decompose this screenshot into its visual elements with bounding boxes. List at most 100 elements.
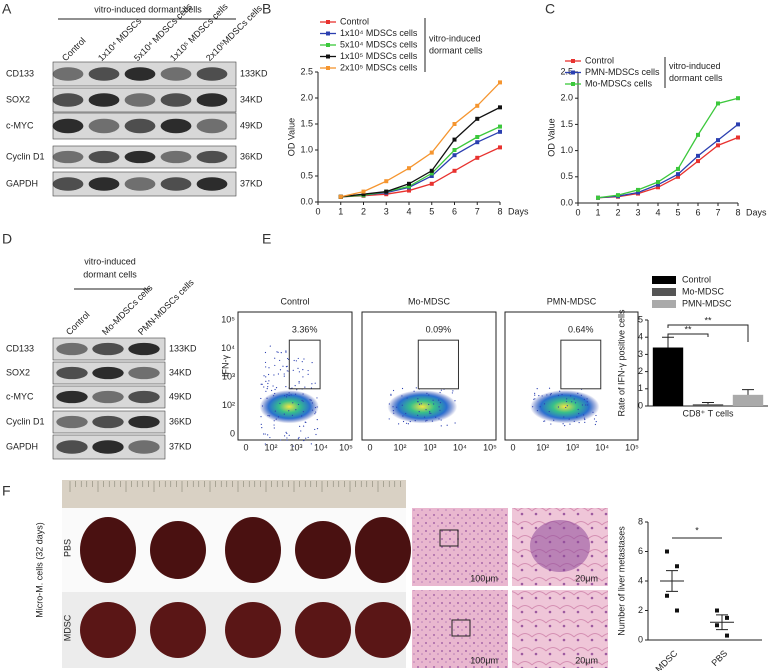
series-marker (452, 148, 457, 152)
flow-event (566, 398, 568, 400)
flow-event (415, 387, 417, 389)
flow-event (314, 413, 316, 415)
y-tick-label: 1 (638, 383, 643, 393)
flow-event (266, 397, 268, 399)
flow-event (398, 423, 400, 425)
flow-event (272, 385, 274, 387)
y-tick-label: 2 (638, 366, 643, 376)
flow-event (584, 418, 586, 421)
series-marker (676, 166, 680, 171)
flow-event (316, 419, 318, 421)
series-marker (616, 193, 620, 198)
series-marker (361, 189, 366, 194)
flow-event (314, 406, 317, 409)
flow-event (314, 382, 316, 384)
flow-event (543, 403, 546, 405)
flow-event (307, 436, 309, 439)
flow-event (301, 415, 303, 417)
flow-title: PMN-MDSC (547, 296, 597, 306)
series-marker (475, 116, 480, 121)
flow-event (593, 418, 596, 420)
flow-event (275, 387, 278, 389)
flow-event (549, 394, 552, 396)
flow-event (543, 420, 545, 422)
row-label: c-MYC (6, 391, 34, 401)
flow-tick: 10² (264, 442, 277, 452)
flow-event (315, 433, 317, 436)
x-tick-label: 6 (695, 207, 700, 217)
lane-label: Control (64, 310, 92, 338)
legend-label: Mo-MDSC (682, 286, 724, 296)
legend-marker (326, 66, 330, 70)
legend-marker (326, 20, 330, 24)
flow-event (595, 414, 597, 417)
flow-event (311, 409, 314, 411)
flow-event (595, 420, 597, 423)
liver (150, 602, 206, 658)
flow-event (388, 418, 390, 420)
y-tick-label: 5 (638, 314, 643, 324)
flow-event (288, 434, 290, 436)
row-label: SOX2 (6, 367, 30, 377)
series-marker (429, 150, 434, 155)
series-marker (338, 194, 343, 199)
flow-event (396, 406, 398, 408)
blot-band (92, 415, 124, 429)
flow-tick: 10² (536, 442, 549, 452)
flow-event (420, 403, 422, 405)
flow-event (283, 435, 286, 437)
series-marker (407, 166, 411, 171)
flow-title: Control (280, 296, 309, 306)
blot-band (88, 118, 120, 134)
flow-event (316, 406, 318, 408)
y-tick-label: 2.0 (560, 93, 573, 103)
flow-event (548, 410, 550, 413)
flow-event (303, 358, 305, 360)
flow-event (316, 428, 319, 430)
panel-label: F (2, 483, 11, 499)
series-marker (429, 181, 434, 186)
point (665, 593, 669, 598)
flow-event (541, 395, 543, 397)
flow-event (577, 392, 579, 394)
series-line (340, 106, 501, 198)
flow-tick: 10² (222, 400, 235, 410)
row-label: Cyclin D1 (6, 416, 45, 426)
flow-event (310, 399, 312, 401)
flow-event (587, 404, 589, 406)
flow-event (265, 380, 267, 382)
flow-event (592, 411, 594, 413)
flow-event (566, 405, 568, 407)
flow-tick: 10⁵ (625, 442, 639, 452)
flow-event (405, 422, 408, 424)
size-label: 36KD (240, 151, 263, 161)
flow-event (425, 409, 427, 411)
liver (80, 517, 136, 583)
flow-event (428, 412, 431, 414)
flow-event (297, 403, 300, 406)
series-marker (498, 105, 502, 110)
flow-event (299, 425, 301, 428)
flow-event (426, 419, 428, 422)
series-marker (384, 189, 389, 194)
series-marker (429, 174, 434, 178)
flow-event (417, 398, 419, 400)
x-tick-label: 5 (675, 207, 680, 217)
blot-band (124, 177, 156, 191)
flow-event (283, 395, 286, 397)
flow-tick: 10² (393, 442, 406, 452)
flow-event (418, 411, 420, 413)
series-marker (475, 103, 480, 108)
flow-event (285, 431, 287, 433)
flow-event (264, 351, 267, 354)
flow-event (298, 382, 300, 384)
flow-event (294, 385, 296, 387)
flow-event (565, 406, 567, 409)
flow-event (565, 400, 568, 403)
flow-event (273, 420, 275, 422)
blot-band (128, 415, 160, 429)
panel-label: A (2, 1, 12, 17)
series-marker (475, 135, 480, 139)
flow-event (393, 412, 395, 414)
flow-title: Mo-MDSC (408, 296, 450, 306)
